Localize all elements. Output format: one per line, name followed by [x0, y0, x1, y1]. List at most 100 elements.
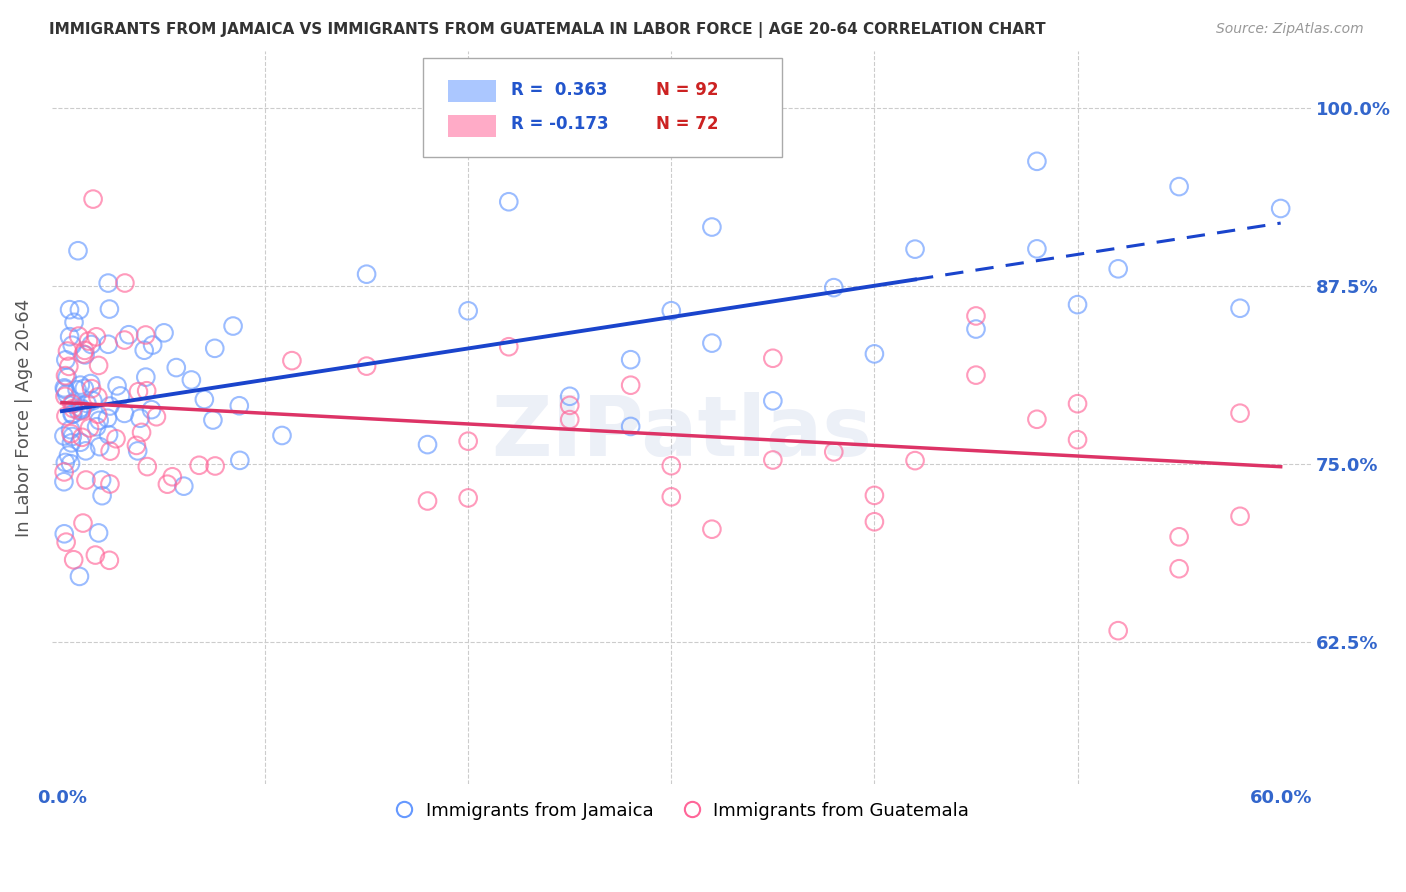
Point — [76, 396, 98, 410]
Point — [1229, 301, 1251, 316]
Text: N = 92: N = 92 — [657, 80, 718, 99]
Point — [89, 440, 111, 454]
Point — [70, 401, 93, 415]
Point — [620, 352, 643, 367]
Point — [1066, 298, 1088, 312]
Point — [1107, 624, 1129, 638]
Point — [98, 399, 121, 413]
Point — [762, 393, 785, 408]
Point — [79, 376, 101, 391]
Point — [498, 194, 520, 209]
Point — [762, 351, 785, 366]
Point — [105, 432, 128, 446]
Point — [1025, 242, 1047, 256]
Point — [98, 477, 121, 491]
Point — [56, 370, 79, 384]
Point — [904, 242, 927, 256]
Legend: Immigrants from Jamaica, Immigrants from Guatemala: Immigrants from Jamaica, Immigrants from… — [387, 794, 976, 827]
Point — [965, 309, 987, 323]
Text: R =  0.363: R = 0.363 — [512, 80, 607, 99]
Point — [87, 525, 110, 540]
Point — [55, 368, 77, 383]
Point — [965, 368, 987, 383]
Point — [67, 404, 90, 418]
Point — [153, 326, 176, 340]
Point — [58, 448, 80, 462]
Point — [135, 384, 157, 398]
Point — [75, 443, 97, 458]
Point — [72, 347, 94, 361]
Point — [96, 411, 118, 425]
Point — [89, 413, 111, 427]
Point — [863, 515, 886, 529]
Text: R = -0.173: R = -0.173 — [512, 115, 609, 133]
Point — [75, 348, 97, 362]
Point — [156, 477, 179, 491]
Point — [53, 526, 76, 541]
Point — [86, 407, 108, 421]
Point — [110, 389, 132, 403]
Point — [131, 425, 153, 440]
Point — [823, 280, 845, 294]
Point — [114, 333, 136, 347]
Point — [53, 381, 76, 395]
Point — [700, 522, 723, 536]
Point — [60, 429, 83, 443]
Point — [90, 473, 112, 487]
Point — [114, 406, 136, 420]
Point — [59, 423, 82, 437]
Point — [204, 342, 226, 356]
Point — [180, 373, 202, 387]
Point — [118, 327, 141, 342]
Point — [136, 459, 159, 474]
Point — [98, 553, 121, 567]
Point — [558, 389, 581, 403]
Point — [134, 343, 156, 358]
Point — [86, 419, 108, 434]
Point — [55, 409, 77, 423]
Point — [55, 535, 77, 549]
Point — [201, 413, 224, 427]
Point — [98, 301, 121, 316]
Point — [762, 453, 785, 467]
Point — [700, 220, 723, 235]
Point — [173, 479, 195, 493]
Point — [416, 494, 439, 508]
Point — [823, 445, 845, 459]
Point — [66, 244, 89, 258]
Point — [60, 426, 83, 441]
Point — [162, 469, 184, 483]
Point — [105, 379, 128, 393]
Point — [73, 381, 96, 395]
Y-axis label: In Labor Force | Age 20-64: In Labor Force | Age 20-64 — [15, 299, 32, 537]
Point — [58, 359, 80, 374]
Point — [1168, 530, 1191, 544]
Point — [700, 336, 723, 351]
Point — [457, 434, 479, 449]
Point — [73, 343, 96, 358]
Point — [67, 329, 90, 343]
Point — [620, 419, 643, 434]
Point — [145, 409, 167, 424]
Point — [281, 353, 304, 368]
Point — [188, 458, 211, 473]
Point — [69, 435, 91, 450]
Point — [1066, 397, 1088, 411]
Point — [53, 465, 76, 479]
Point — [97, 337, 120, 351]
Text: Source: ZipAtlas.com: Source: ZipAtlas.com — [1216, 22, 1364, 37]
Point — [62, 396, 84, 410]
Point — [70, 430, 93, 444]
Point — [55, 352, 77, 367]
Point — [53, 383, 76, 397]
Point — [70, 404, 93, 418]
Point — [204, 458, 226, 473]
Point — [141, 402, 163, 417]
Point — [558, 412, 581, 426]
Point — [127, 443, 149, 458]
Point — [1168, 179, 1191, 194]
Point — [271, 428, 294, 442]
Point — [77, 334, 100, 348]
Text: N = 72: N = 72 — [657, 115, 718, 133]
Point — [1229, 406, 1251, 420]
